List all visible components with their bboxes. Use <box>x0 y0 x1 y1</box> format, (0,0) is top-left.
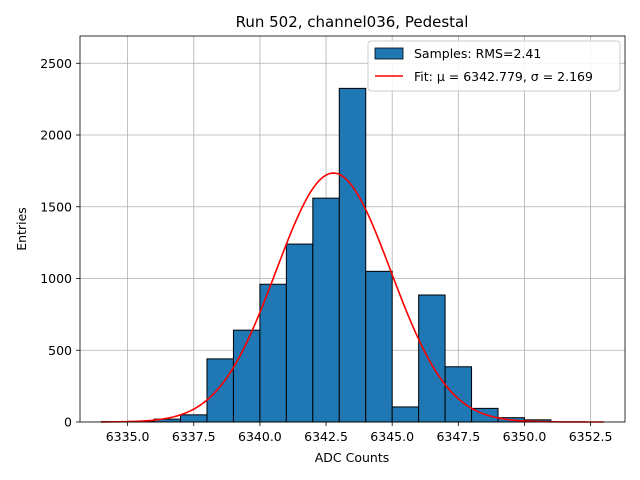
legend-box <box>367 40 621 92</box>
x-axis-ticks: 6335.0 6337.5 6340.0 6342.5 6345.0 6347.5 6350… <box>106 422 613 444</box>
chart-title: Run 502, channel036, Pedestal <box>236 13 469 31</box>
histogram-bar <box>365 270 393 423</box>
y-tick-label: 2500 <box>40 56 72 71</box>
histogram-bar <box>285 243 314 423</box>
y-tick-label: 500 <box>48 343 72 358</box>
histogram-bar <box>206 358 234 423</box>
histogram-bar <box>180 414 208 423</box>
histogram-bar <box>391 406 420 423</box>
y-tick-label: 1500 <box>40 199 72 214</box>
x-tick-label: 6335.0 <box>106 429 150 444</box>
histogram-bar <box>312 197 340 423</box>
y-tick-label: 0 <box>64 415 72 430</box>
y-axis-ticks: 0 500 1000 1500 2000 2500 <box>40 56 80 430</box>
fit-curve <box>101 172 604 423</box>
y-axis-label: Entries <box>14 207 29 251</box>
x-tick-label: 6350.0 <box>503 429 547 444</box>
axes-frame <box>79 35 626 423</box>
y-tick-label: 2000 <box>40 128 72 143</box>
x-tick-label: 6352.5 <box>569 429 613 444</box>
histogram-bar <box>338 87 367 423</box>
histogram-bar <box>232 329 261 423</box>
histogram-bar <box>418 294 446 423</box>
x-tick-label: 6347.5 <box>436 429 480 444</box>
y-tick-label: 1000 <box>40 271 72 286</box>
x-tick-label: 6345.0 <box>370 429 414 444</box>
legend: Samples: RMS=2.41 Fit: μ = 6342.779, σ =… <box>367 40 621 92</box>
histogram-bar <box>444 366 473 423</box>
legend-samples-label: Samples: RMS=2.41 <box>414 46 541 61</box>
x-tick-label: 6337.5 <box>172 429 216 444</box>
histogram-bars <box>100 87 552 423</box>
x-tick-label: 6340.0 <box>238 429 282 444</box>
histogram-bar <box>259 283 287 423</box>
x-axis-label: ADC Counts <box>315 450 390 465</box>
legend-samples-patch <box>374 47 404 60</box>
x-tick-label: 6342.5 <box>304 429 348 444</box>
legend-fit-label: Fit: μ = 6342.779, σ = 2.169 <box>414 69 593 84</box>
